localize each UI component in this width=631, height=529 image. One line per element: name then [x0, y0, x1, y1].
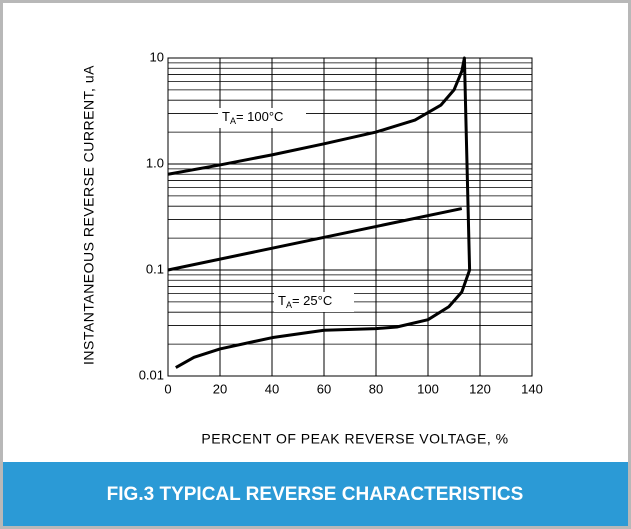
- annotation-text: T: [222, 109, 230, 124]
- annotation-bg: [274, 292, 354, 312]
- annotation-suffix: = 100°C: [236, 109, 283, 124]
- x-tick-label: 20: [213, 381, 227, 396]
- x-tick-label: 0: [164, 381, 171, 396]
- y-tick-label: 1.0: [146, 155, 164, 170]
- y-tick-label: 0.1: [146, 261, 164, 276]
- x-tick-label: 140: [521, 381, 543, 396]
- x-tick-label: 60: [317, 381, 331, 396]
- y-tick-label: 0.01: [139, 367, 164, 382]
- line-series: [167, 207, 463, 272]
- y-axis-label: INSTANTANEOUS REVERSE CURRENT, uA: [81, 65, 97, 365]
- annotation-suffix: = 25°C: [292, 293, 332, 308]
- x-tick-label: 40: [265, 381, 279, 396]
- title-banner: [3, 462, 628, 526]
- annotation: TA= 100°C: [222, 109, 283, 126]
- chart-title: FIG.3 TYPICAL REVERSE CHARACTERISTICS: [107, 484, 524, 505]
- annotation-subscript: A: [286, 300, 292, 310]
- line-series: [167, 56, 472, 271]
- line-series: [175, 269, 472, 369]
- annotation-subscript: A: [230, 116, 236, 126]
- x-tick-label: 100: [417, 381, 439, 396]
- plot-border: [167, 57, 533, 377]
- annotation: TA= 25°C: [278, 293, 332, 310]
- annotation-text: T: [278, 293, 286, 308]
- x-tick-label: 80: [369, 381, 383, 396]
- annotation-bg: [218, 108, 306, 128]
- y-tick-label: 10: [150, 49, 164, 64]
- x-axis-label: PERCENT OF PEAK REVERSE VOLTAGE, %: [201, 431, 508, 447]
- x-tick-label: 120: [469, 381, 491, 396]
